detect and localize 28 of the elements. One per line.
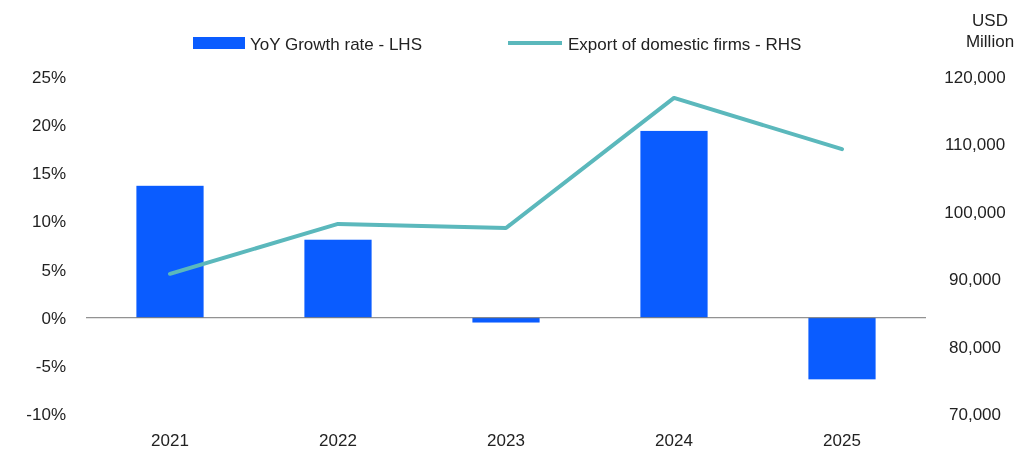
y-tick-label: -10% (26, 404, 66, 424)
y2-tick-label: 100,000 (944, 202, 1006, 222)
y-tick-label: 25% (31, 67, 66, 87)
y2-tick-label: 110,000 (944, 135, 1006, 155)
y2-tick-label: 90,000 (949, 270, 1001, 290)
legend-label: Export of domestic firms - RHS (568, 35, 802, 54)
y2-tick-label: 70,000 (949, 404, 1001, 424)
y-tick-label: 20% (31, 116, 66, 136)
x-tick-label: 2024 (655, 430, 693, 450)
bar (472, 317, 540, 323)
x-tick-label: 2022 (319, 430, 357, 450)
bar (808, 317, 876, 380)
y2-axis-title: USD Million (965, 11, 1015, 51)
bar (640, 130, 708, 318)
x-tick-label: 2023 (487, 430, 525, 450)
line-series (168, 95, 844, 276)
x-tick-label: 2021 (151, 430, 189, 450)
y-tick-label: -5% (35, 356, 66, 376)
y2-tick-label: 80,000 (949, 337, 1001, 357)
y-tick-label: 15% (31, 164, 66, 184)
bar (136, 185, 204, 318)
bar (304, 239, 372, 318)
x-tick-label: 2025 (823, 430, 861, 450)
y2-tick-label: 120,000 (944, 67, 1006, 87)
y-tick-label: 10% (31, 212, 66, 232)
legend-label: YoY Growth rate - LHS (250, 35, 422, 54)
y-tick-label: 0% (41, 308, 66, 328)
y-tick-label: 5% (41, 260, 66, 280)
